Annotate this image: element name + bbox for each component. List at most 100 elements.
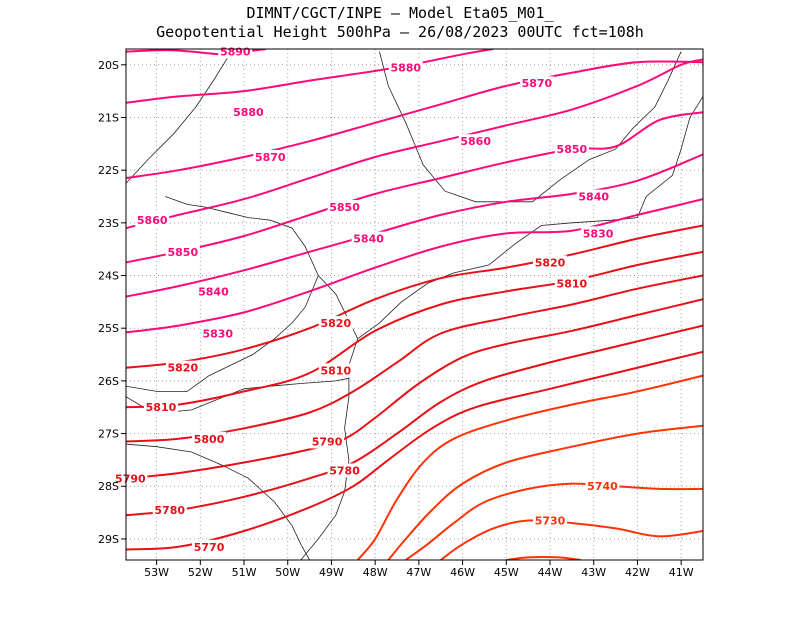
contour-5800 <box>126 274 703 443</box>
contour-label-bg <box>231 105 266 120</box>
x-tick-label: 42W <box>625 566 650 579</box>
x-tick-label: 47W <box>406 566 431 579</box>
y-tick-label: 28S <box>98 480 119 493</box>
contour-label: 5810 <box>321 364 352 377</box>
contour-label: 5850 <box>168 246 199 259</box>
y-tick-label: 24S <box>98 270 119 283</box>
contour-label-bg <box>554 142 589 157</box>
x-tick-label: 41W <box>669 566 694 579</box>
contour-label: 5780 <box>329 464 360 477</box>
contour-label: 5820 <box>321 317 352 330</box>
contour-label: 5870 <box>255 151 286 164</box>
contour-label: 5730 <box>535 514 566 527</box>
contour-label: 5780 <box>154 504 185 517</box>
contour-5810 <box>126 250 703 409</box>
contour-5850 <box>126 111 703 264</box>
x-tick-label: 43W <box>581 566 606 579</box>
contour-5740 <box>405 482 703 560</box>
x-tick-label: 53W <box>144 566 169 579</box>
x-tick-label: 44W <box>538 566 563 579</box>
contour-label-bg <box>351 231 386 246</box>
contour-5730 <box>440 519 703 560</box>
x-tick-label: 49W <box>319 566 344 579</box>
y-tick-label: 29S <box>98 533 119 546</box>
contour-label: 5850 <box>329 201 360 214</box>
contour-label: 5860 <box>460 135 491 148</box>
contour-label: 5840 <box>578 191 609 204</box>
y-tick-label: 27S <box>98 428 119 441</box>
contour-5770 <box>126 350 703 551</box>
border-line <box>126 275 319 392</box>
contour-label: 5840 <box>198 285 229 298</box>
contour-5860 <box>126 58 703 230</box>
contour-5790 <box>126 298 703 480</box>
contour-5870 <box>126 60 703 180</box>
contour-label-bg <box>113 471 148 486</box>
contour-label-bg <box>327 200 362 215</box>
contour-label: 5850 <box>557 143 588 156</box>
contour-label-bg <box>318 315 353 330</box>
y-tick-label: 21S <box>98 111 119 124</box>
contour-label-bg <box>143 400 178 415</box>
contour-5760 <box>356 374 703 560</box>
contour-label: 5740 <box>587 480 618 493</box>
border-line <box>126 51 236 184</box>
border-line <box>126 443 310 560</box>
border-line <box>165 196 359 339</box>
contour-label: 5820 <box>535 256 566 269</box>
contour-label-bg <box>576 189 611 204</box>
x-tick-label: 50W <box>275 566 300 579</box>
x-tick-label: 46W <box>450 566 475 579</box>
contour-5820 <box>126 224 703 369</box>
contour-label: 5890 <box>220 46 251 59</box>
contour-label: 5880 <box>390 61 421 74</box>
y-tick-label: 23S <box>98 217 119 230</box>
contour-label-bg <box>581 226 616 241</box>
contour-label: 5810 <box>146 401 177 414</box>
map-title-line1: DIMNT/CGCT/INPE – Model Eta05_M01_ <box>246 4 554 22</box>
contour-5830 <box>126 198 703 334</box>
contour-label-bg <box>458 134 493 149</box>
contour-label: 5880 <box>233 106 264 119</box>
contour-label: 5830 <box>202 327 233 340</box>
x-tick-label: 51W <box>232 566 257 579</box>
contour-label-bg <box>192 539 227 554</box>
contour-label: 5800 <box>194 433 225 446</box>
contour-label-bg <box>135 213 170 228</box>
contour-label-bg <box>200 326 235 341</box>
contour-label-bg <box>533 255 568 270</box>
contour-label-bg <box>192 431 227 446</box>
contour-5720 <box>506 556 581 560</box>
contour-label: 5770 <box>194 541 225 554</box>
contour-label-bg <box>554 276 589 291</box>
contour-label-bg <box>152 502 187 517</box>
contour-label-bg <box>218 44 253 59</box>
x-tick-label: 52W <box>188 566 213 579</box>
contour-label-bg <box>519 76 554 91</box>
contour-label-bg <box>327 463 362 478</box>
contour-label-bg <box>533 513 568 528</box>
contour-label: 5830 <box>583 227 614 240</box>
map-title-line2: Geopotential Height 500hPa – 26/08/2023 … <box>156 23 644 41</box>
contour-label: 5810 <box>557 277 588 290</box>
contour-label: 5840 <box>353 233 384 246</box>
axis-ticks: 53W 52W 51W 50W 49W 48W 47W 46W 45W 44W 43W 42W 41W 2… <box>98 59 694 579</box>
contour-label-bg <box>253 149 288 164</box>
lat-lon-grid <box>126 49 703 560</box>
contour-5780 <box>126 324 703 517</box>
contour-label-bg <box>165 244 200 259</box>
contour-label: 5870 <box>522 77 553 90</box>
contour-5750 <box>387 424 703 560</box>
border-line <box>357 96 703 340</box>
contour-label-bg <box>318 363 353 378</box>
contour-label: 5790 <box>115 472 146 485</box>
x-tick-label: 45W <box>494 566 519 579</box>
y-tick-label: 22S <box>98 164 119 177</box>
contour-label-bg <box>165 360 200 375</box>
y-tick-label: 20S <box>98 59 119 72</box>
contour-label-bg <box>310 434 345 449</box>
border-line <box>379 51 682 203</box>
x-tick-label: 48W <box>363 566 388 579</box>
contour-label-bg <box>196 284 231 299</box>
